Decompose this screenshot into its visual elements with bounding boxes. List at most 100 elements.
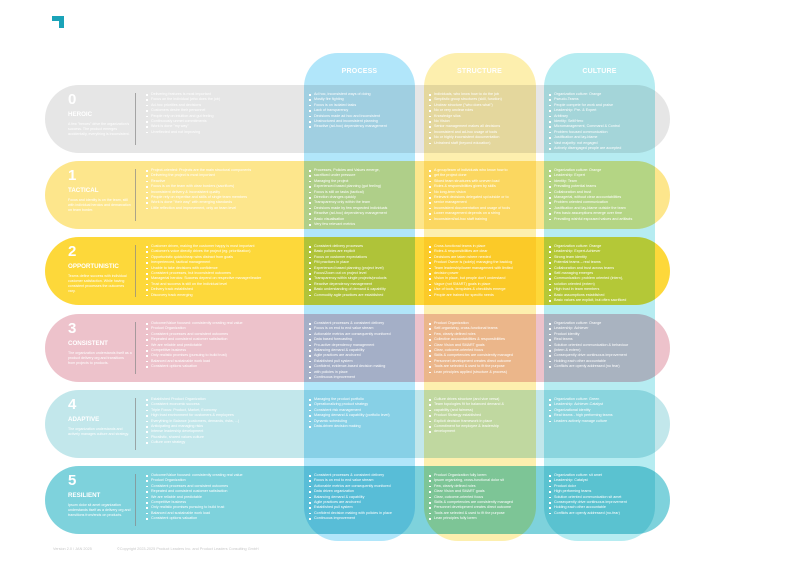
culture-item: Consequently drive continuous improvemen… (548, 500, 627, 505)
summary-item: Discovery track emerging (145, 293, 261, 298)
process-item: Processes, Policies and Values emerge, (308, 168, 387, 173)
summary-item: Trust and success is still on the indivi… (145, 282, 261, 287)
culture-item: Prevailing wishful espoused values and a… (548, 217, 632, 222)
divider (135, 474, 136, 526)
structure-item: Untrained staff (beyond education) (428, 141, 502, 146)
level-name: ADAPTIVE (68, 416, 100, 423)
structure-list: Culture drives structure (and vice versa… (428, 397, 504, 435)
process-item: Balancing demand & capability (308, 348, 391, 353)
structure-item: development (428, 429, 504, 434)
culture-item: Solution oriented communication & behavi… (548, 343, 628, 348)
version-label: Version 2.0 / JAN 2025 (53, 547, 92, 551)
level-number: 4 (68, 396, 77, 413)
summary-item: Everything in Balance (customers, demand… (145, 419, 239, 424)
culture-list: Organization culture: Orange Pseudo-Teams… (548, 92, 621, 151)
level-row-resilient: 5 RESILIENT Ipsum dolor sit amet organiz… (45, 466, 670, 534)
structure-item: Self-organizing, cross-functional teams (428, 326, 513, 331)
level-description: Focus and identity is on the team, still… (68, 198, 131, 212)
divider (135, 169, 136, 221)
structure-item: Commitment for employee & leadership (428, 424, 504, 429)
culture-item: Organization culture: sit amet (548, 473, 627, 478)
culture-item: Few basic assumptions emerge over time (548, 211, 632, 216)
level-row-background (45, 237, 670, 305)
culture-item: High trust in team members (548, 287, 626, 292)
summary-item: Pluralistic, shared values culture (145, 435, 239, 440)
process-item: Reactive (ad-hoc) dependency management (308, 211, 387, 216)
process-item: Established pull system (308, 505, 392, 510)
summary-list: Project-oriented: Projects are the main … (145, 168, 251, 211)
summary-item: People rely on expertise and skills of s… (145, 195, 251, 200)
level-description: A few "heroes" drive the organization's … (68, 122, 130, 136)
summary-item: Competitive business (145, 500, 243, 505)
divider (135, 245, 136, 297)
level-description: Teams define success with individual cus… (68, 274, 127, 293)
process-item: Balancing demand & capability (308, 495, 392, 500)
summary-item: Product Organization (145, 326, 243, 331)
copyright-label: ©Copyright 2023-2025 Product Leaders Inc… (117, 547, 259, 551)
summary-item: Managerial heroics: Success depend on re… (145, 276, 261, 281)
level-row-background (45, 85, 670, 153)
summary-item: Repeated and consistent customer satisfa… (145, 489, 243, 494)
process-item: Lack of transparency (308, 108, 387, 113)
structure-item: Personnel development creates direct out… (428, 505, 513, 510)
structure-item: Tools are selected & used to fit the pur… (428, 364, 513, 369)
process-item: Data based forecasting (308, 337, 391, 342)
summary-item: Work is done "my way" (145, 124, 220, 129)
process-list: Consistent processes & consistent delive… (308, 473, 392, 522)
process-list: Managing the product portfolio Operationa… (308, 397, 390, 429)
culture-item: (intern & extern) (548, 348, 628, 353)
culture-item: People compete for work and praise (548, 103, 621, 108)
divider (135, 322, 136, 374)
structure-item: Roles & responsibilities are clear (428, 249, 513, 254)
summary-item: Consistent economic success (145, 402, 239, 407)
structure-item: Vague (not SMART) goals in place (428, 282, 513, 287)
structure-item: senior management (428, 200, 510, 205)
level-number: 5 (68, 472, 77, 489)
process-item: Operationalizing product strategy (308, 402, 390, 407)
culture-item: Leadership: Achiever (548, 326, 628, 331)
culture-item: Basic assumptions established (548, 293, 626, 298)
process-item: Transparency within single projects/prod… (308, 276, 387, 281)
structure-item: Product Organization fully lorem (428, 473, 513, 478)
process-item: Managing demand & capability (portfolio … (308, 413, 390, 418)
culture-item: Leadership: Expert-Achiever (548, 249, 626, 254)
structure-column-title: STRUCTURE (457, 68, 502, 75)
summary-item: Customer driven, making the customer hap… (145, 244, 261, 249)
culture-item: Organization culture: Orange (548, 92, 621, 97)
structure-item: A group/team of individuals who know how… (428, 168, 510, 173)
culture-item: Basic values are explicit, but often sac… (548, 298, 626, 303)
process-item: Decisions made by few respected individu… (308, 206, 387, 211)
culture-item: Identity: Team (548, 179, 632, 184)
process-item: Managing the project (308, 179, 387, 184)
level-name: OPPORTUNISTIC (68, 263, 119, 270)
culture-item: Justification and lay-blame outside the … (548, 206, 632, 211)
culture-list: Organization culture: Orange Leadership: … (548, 321, 628, 370)
structure-item: Team leadership/lower management with li… (428, 266, 513, 271)
structure-item: Few, clearly defined roles (428, 332, 513, 337)
process-item: Basic policies are explicit (308, 249, 387, 254)
culture-item: Problem oriented communication (548, 200, 632, 205)
culture-item: Organizational identity (548, 408, 613, 413)
culture-item: Real teams - high performing teams (548, 413, 613, 418)
culture-item: Conflicts are openly addressed (no fear) (548, 364, 628, 369)
structure-item: Individuals, who know how to do the job (428, 92, 502, 97)
process-item: Pro-active dependency management (308, 343, 391, 348)
summary-item: Consistent processes and consistent outc… (145, 332, 243, 337)
divider (135, 93, 136, 145)
structure-item: Lean principles fully lorem (428, 516, 513, 521)
culture-column-title: CULTURE (582, 68, 617, 75)
culture-item: Organization culture: Orange (548, 244, 626, 249)
structure-item: Cross-functional teams in place (428, 244, 513, 249)
culture-item: Organization culture: Green (548, 397, 613, 402)
culture-item: Holding each other accountable (548, 505, 627, 510)
summary-item: Consistent options valuation (145, 516, 243, 521)
summary-item: Customer's voice directly drives the pro… (145, 249, 261, 254)
culture-item: Micromanagement, Command & Control (548, 124, 621, 129)
culture-item: Justification and lay-blame (548, 135, 621, 140)
process-item: Very few relevant metrics (308, 222, 387, 227)
level-description: The organization understands and activel… (68, 427, 130, 436)
structure-item: Knowledge silos (428, 114, 502, 119)
divider (135, 398, 136, 450)
structure-item: Unclear structure ("who does what") (428, 103, 502, 108)
structure-item: Ipsum organizing, cross-functional dolor… (428, 478, 513, 483)
